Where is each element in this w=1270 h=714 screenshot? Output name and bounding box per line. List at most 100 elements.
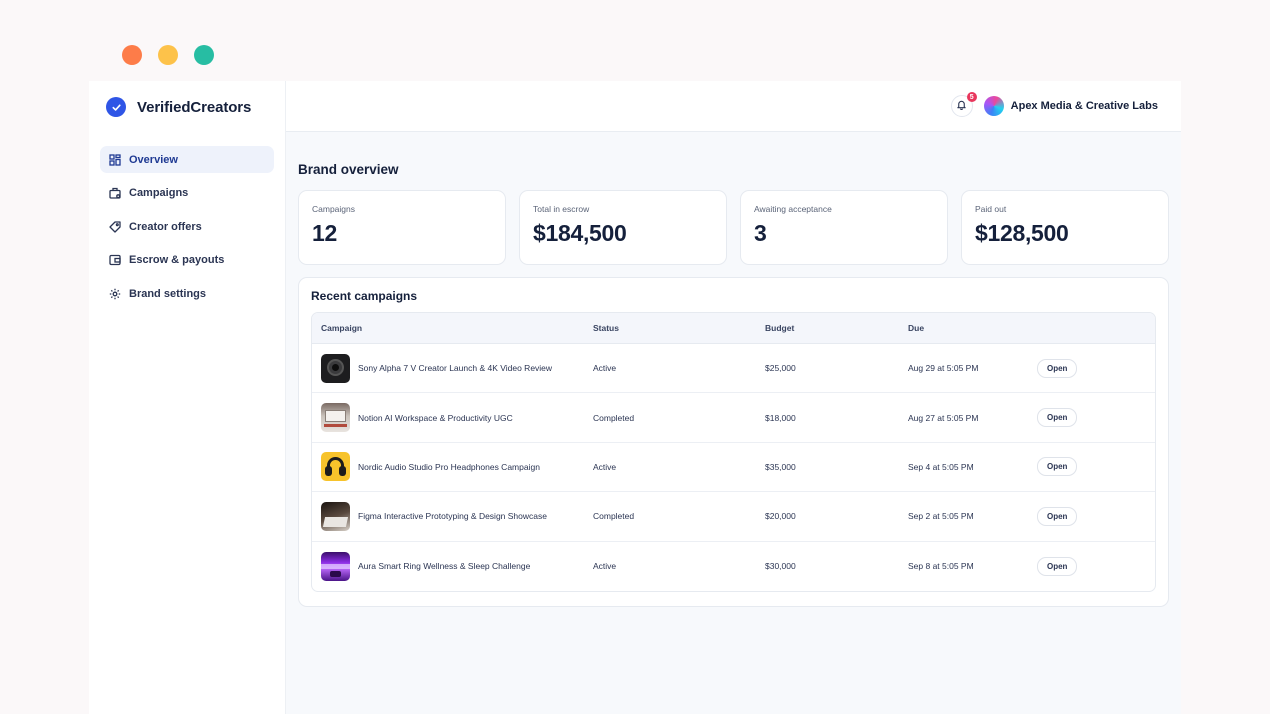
status-cell: Active — [593, 363, 617, 374]
campaign-name: Nordic Audio Studio Pro Headphones Campa… — [358, 461, 540, 472]
campaign-name: Sony Alpha 7 V Creator Launch & 4K Video… — [358, 363, 553, 374]
stat-card-total-escrow: Total in escrow $184,500 — [519, 190, 727, 265]
status-cell: Active — [593, 461, 617, 472]
org-name[interactable]: Apex Media & Creative Labs — [1010, 100, 1158, 112]
table-row[interactable]: Nordic Audio Studio Pro Headphones Campa… — [312, 443, 1155, 493]
status-cell: Completed — [593, 412, 635, 423]
action-cell: Open — [1037, 556, 1155, 576]
column-header-budget: Budget — [765, 323, 795, 333]
gear-icon — [109, 288, 121, 300]
notifications-badge: 5 — [966, 92, 977, 102]
table-row[interactable]: Notion AI Workspace & Productivity UGC C… — [312, 393, 1155, 443]
sidebar-item-label: Creator offers — [129, 220, 202, 233]
stat-label: Paid out — [975, 204, 1007, 214]
minimize-window-dot[interactable] — [158, 45, 178, 65]
due-cell: Sep 8 at 5:05 PM — [908, 561, 974, 572]
action-cell: Open — [1037, 408, 1155, 428]
open-button[interactable]: Open — [1037, 506, 1078, 526]
page-title: Brand overview — [298, 162, 399, 177]
due-cell: Sep 4 at 5:05 PM — [908, 461, 974, 472]
campaign-thumbnail-headphones — [321, 452, 350, 482]
open-button[interactable]: Open — [1037, 358, 1078, 378]
content: Brand overview Campaigns 12 Total in esc… — [286, 132, 1181, 607]
brand-name: VerifiedCreators — [137, 98, 252, 116]
table-row[interactable]: Aura Smart Ring Wellness & Sleep Challen… — [312, 542, 1155, 591]
check-circle-icon — [106, 97, 126, 117]
action-cell: Open — [1037, 457, 1155, 477]
sidebar-item-creator-offers[interactable]: Creator offers — [100, 213, 274, 240]
sidebar-item-brand-settings[interactable]: Brand settings — [100, 280, 274, 307]
campaign-thumbnail-laptop — [321, 501, 350, 531]
topbar: 5 Apex Media & Creative Labs — [286, 81, 1181, 132]
briefcase-icon — [109, 187, 121, 199]
campaign-thumbnail-camera — [321, 353, 350, 383]
budget-cell: $20,000 — [765, 511, 796, 522]
stat-value: 12 — [312, 220, 337, 246]
panel-title: Recent campaigns — [311, 289, 418, 303]
open-button[interactable]: Open — [1037, 556, 1078, 576]
stat-card-campaigns: Campaigns 12 — [298, 190, 506, 265]
action-cell: Open — [1037, 358, 1155, 378]
grid-icon — [109, 153, 121, 166]
budget-cell: $25,000 — [765, 363, 796, 374]
sidebar-item-overview[interactable]: Overview — [100, 146, 274, 173]
tag-icon — [109, 220, 121, 233]
window-controls — [122, 45, 214, 65]
sidebar-item-label: Campaigns — [129, 187, 189, 199]
campaign-cell: Aura Smart Ring Wellness & Sleep Challen… — [312, 551, 593, 581]
campaign-cell: Nordic Audio Studio Pro Headphones Campa… — [312, 452, 593, 482]
status-cell: Active — [593, 561, 617, 572]
due-cell: Aug 27 at 5:05 PM — [908, 412, 979, 423]
table-header: Campaign Status Budget Due — [312, 313, 1155, 344]
budget-cell: $18,000 — [765, 412, 796, 423]
stat-label: Campaigns — [312, 204, 355, 214]
campaign-cell: Sony Alpha 7 V Creator Launch & 4K Video… — [312, 353, 593, 383]
app-window: VerifiedCreators Overview Campaigns Crea… — [89, 81, 1181, 714]
brand-logo[interactable]: VerifiedCreators — [89, 95, 285, 119]
stat-value: $128,500 — [975, 220, 1069, 246]
recent-campaigns-panel: Recent campaigns Campaign Status Budget … — [298, 277, 1169, 607]
sidebar-item-label: Escrow & payouts — [129, 254, 225, 266]
budget-cell: $30,000 — [765, 561, 796, 572]
stat-label: Total in escrow — [533, 204, 590, 214]
stat-value: $184,500 — [533, 220, 627, 246]
notifications-button[interactable]: 5 — [950, 92, 977, 117]
avatar[interactable] — [983, 96, 1004, 116]
open-button[interactable]: Open — [1037, 408, 1078, 428]
stat-card-paid-out: Paid out $128,500 — [961, 190, 1169, 265]
stats-row: Campaigns 12 Total in escrow $184,500 Aw… — [298, 190, 1169, 265]
campaign-name: Aura Smart Ring Wellness & Sleep Challen… — [358, 561, 531, 572]
campaigns-table: Campaign Status Budget Due — [311, 312, 1156, 592]
sidebar-nav: Overview Campaigns Creator offers Escrow… — [89, 146, 285, 307]
due-cell: Aug 29 at 5:05 PM — [908, 363, 979, 374]
maximize-window-dot[interactable] — [194, 45, 214, 65]
campaign-name: Notion AI Workspace & Productivity UGC — [358, 412, 513, 423]
sidebar-item-label: Brand settings — [129, 287, 207, 300]
close-window-dot[interactable] — [122, 45, 142, 65]
stat-card-awaiting-acceptance: Awaiting acceptance 3 — [740, 190, 948, 265]
wallet-icon — [109, 254, 121, 266]
action-cell: Open — [1037, 506, 1155, 526]
table-row[interactable]: Figma Interactive Prototyping & Design S… — [312, 492, 1155, 542]
column-header-due: Due — [908, 323, 925, 333]
campaign-cell: Figma Interactive Prototyping & Design S… — [312, 501, 593, 531]
sidebar-item-label: Overview — [129, 153, 178, 166]
campaign-thumbnail-desk — [321, 403, 350, 433]
campaign-cell: Notion AI Workspace & Productivity UGC — [312, 403, 593, 433]
main-area: 5 Apex Media & Creative Labs Brand overv… — [286, 81, 1181, 714]
open-button[interactable]: Open — [1037, 457, 1078, 477]
stat-value: 3 — [754, 220, 767, 246]
sidebar-item-campaigns[interactable]: Campaigns — [100, 180, 274, 207]
budget-cell: $35,000 — [765, 461, 796, 472]
sidebar-item-escrow-payouts[interactable]: Escrow & payouts — [100, 247, 274, 274]
due-cell: Sep 2 at 5:05 PM — [908, 511, 974, 522]
campaign-name: Figma Interactive Prototyping & Design S… — [358, 511, 547, 522]
column-header-status: Status — [593, 323, 619, 333]
status-cell: Completed — [593, 511, 635, 522]
bell-icon — [956, 97, 967, 115]
table-row[interactable]: Sony Alpha 7 V Creator Launch & 4K Video… — [312, 344, 1155, 394]
sidebar: VerifiedCreators Overview Campaigns Crea… — [89, 81, 286, 714]
campaign-thumbnail-ring — [321, 551, 350, 581]
column-header-campaign: Campaign — [321, 323, 363, 333]
stat-label: Awaiting acceptance — [754, 204, 832, 214]
